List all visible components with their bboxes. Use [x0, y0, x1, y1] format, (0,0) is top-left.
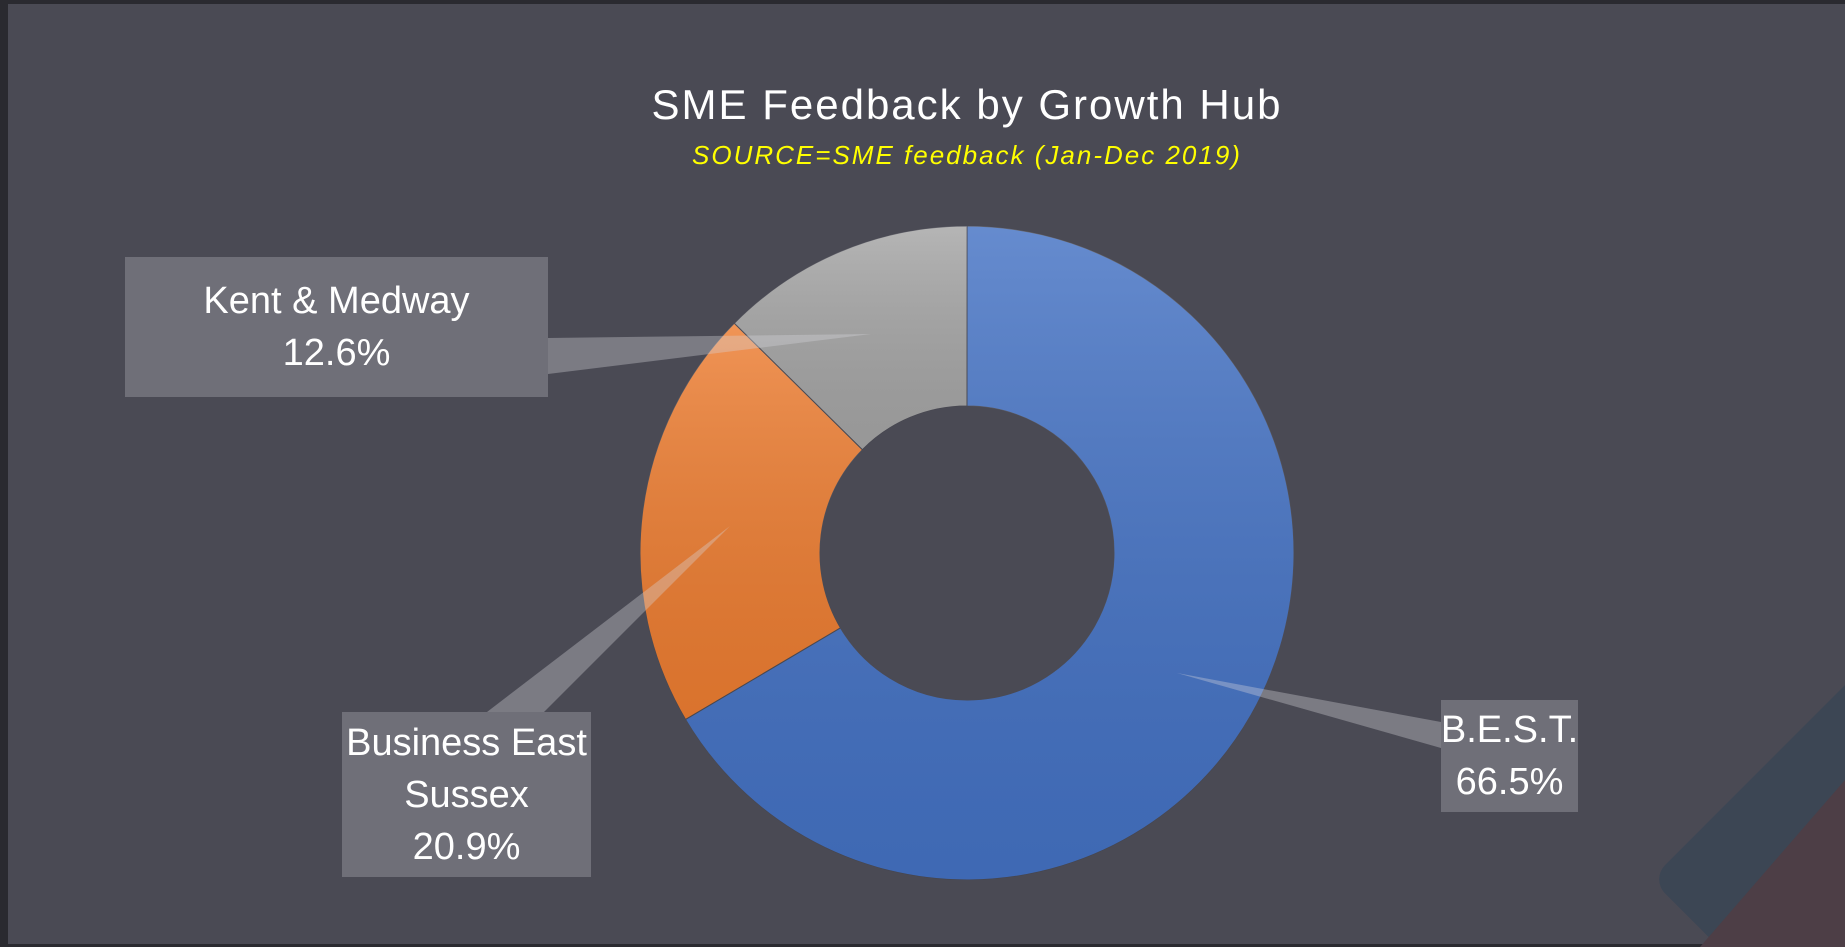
- chart-title: SME Feedback by Growth Hub: [652, 81, 1283, 128]
- label-value: 20.9%: [412, 825, 521, 868]
- label-name: Business East Sussex: [346, 721, 587, 816]
- data-label: Business East Sussex 20.9%: [342, 712, 591, 877]
- data-label: Kent & Medway 12.6%: [125, 257, 548, 397]
- decoration: [1700, 780, 1845, 947]
- label-name: Kent & Medway: [203, 280, 470, 322]
- label-value: 66.5%: [1455, 761, 1564, 803]
- leader-line: [1177, 673, 1441, 748]
- slice-shade: [685, 226, 1294, 881]
- label-name: B.E.S.T.: [1440, 709, 1579, 751]
- slice-shade: [734, 226, 967, 450]
- label-value: 12.6%: [282, 332, 391, 374]
- leader-line: [487, 526, 730, 712]
- decoration: [1659, 654, 1845, 947]
- data-label: B.E.S.T. 66.5%: [1441, 700, 1578, 812]
- slice-shade: [640, 323, 863, 720]
- chart-subtitle: SOURCE=SME feedback (Jan-Dec 2019): [692, 140, 1242, 170]
- leader-line: [548, 334, 871, 374]
